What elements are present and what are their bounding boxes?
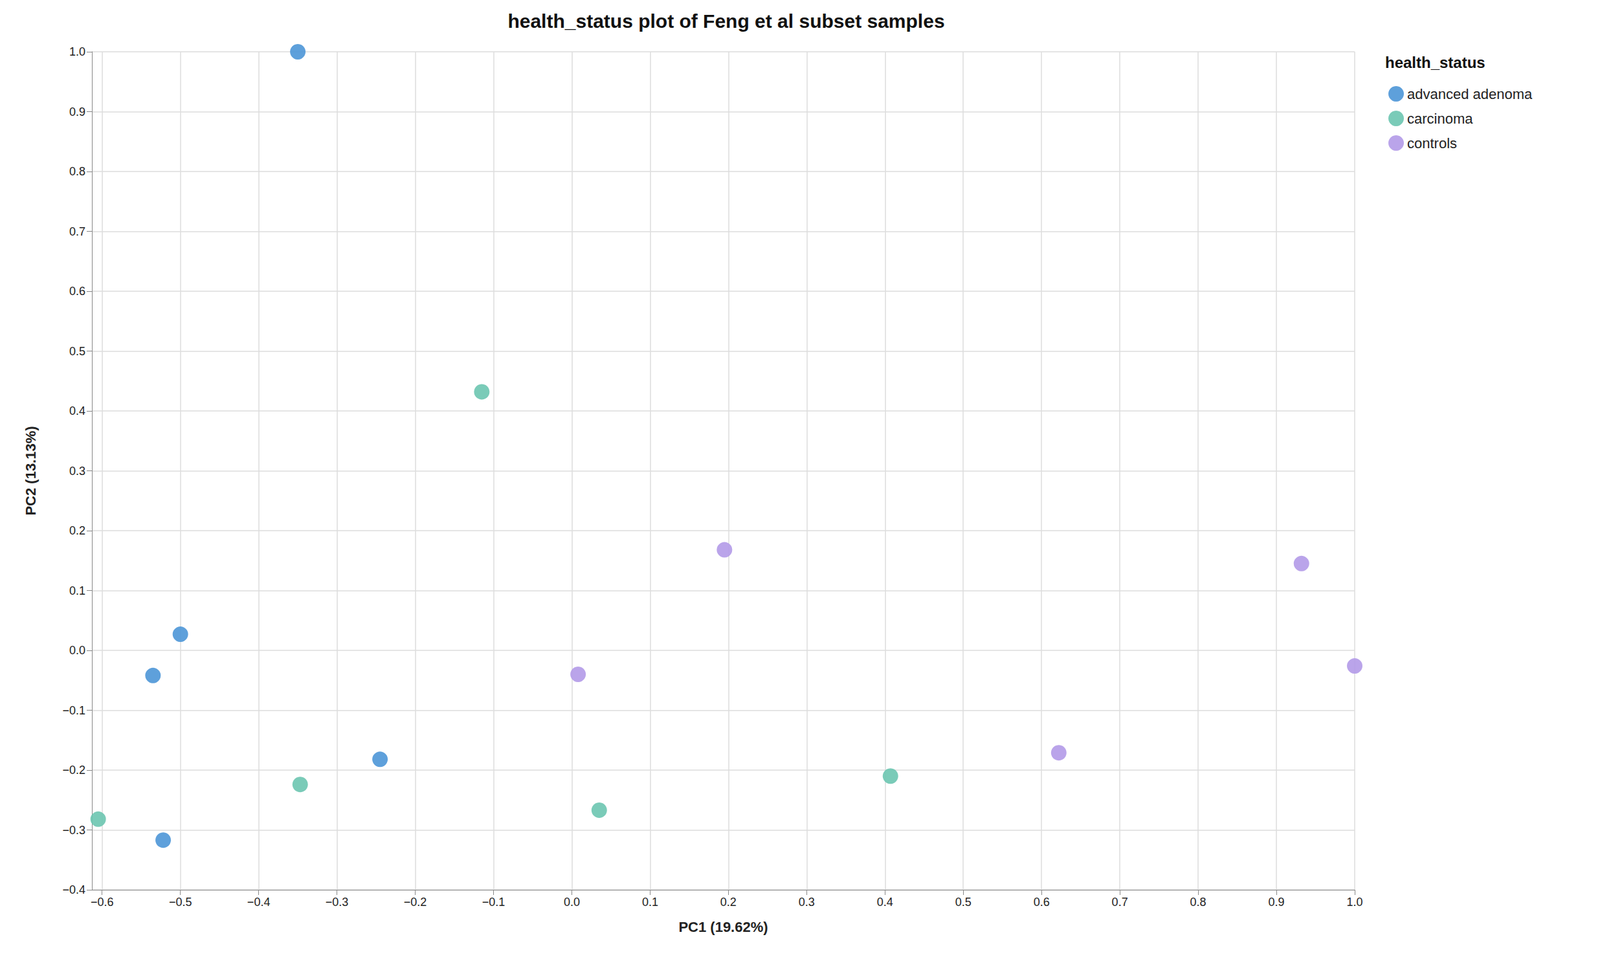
svg-text:1.0: 1.0	[1346, 895, 1363, 909]
svg-text:0.6: 0.6	[69, 284, 86, 298]
svg-text:0.8: 0.8	[69, 165, 86, 178]
svg-text:0.6: 0.6	[1033, 895, 1050, 909]
svg-text:carcinoma: carcinoma	[1407, 110, 1474, 127]
svg-text:0.0: 0.0	[69, 644, 86, 657]
svg-text:−0.3: −0.3	[325, 895, 349, 909]
svg-text:0.2: 0.2	[69, 524, 86, 538]
svg-text:0.5: 0.5	[69, 344, 86, 358]
svg-text:health_status plot of Feng et: health_status plot of Feng et al subset …	[507, 10, 945, 32]
svg-text:PC2 (13.13%): PC2 (13.13%)	[22, 425, 39, 516]
svg-text:0.7: 0.7	[69, 225, 86, 239]
svg-text:−0.3: −0.3	[62, 823, 86, 837]
svg-text:PC1 (19.62%): PC1 (19.62%)	[678, 919, 768, 936]
svg-text:0.0: 0.0	[563, 895, 580, 909]
svg-text:−0.1: −0.1	[482, 895, 506, 909]
svg-text:0.3: 0.3	[798, 895, 815, 909]
svg-text:−0.5: −0.5	[168, 895, 193, 909]
svg-text:health_status: health_status	[1385, 53, 1486, 72]
svg-text:controls: controls	[1407, 135, 1457, 152]
svg-text:0.3: 0.3	[69, 464, 86, 478]
svg-text:0.9: 0.9	[69, 105, 86, 119]
svg-text:−0.4: −0.4	[247, 895, 271, 909]
svg-text:1.0: 1.0	[69, 45, 86, 59]
svg-text:0.8: 0.8	[1190, 895, 1207, 909]
svg-text:0.5: 0.5	[955, 895, 972, 909]
svg-text:−0.1: −0.1	[62, 704, 86, 718]
svg-text:−0.6: −0.6	[90, 895, 114, 909]
svg-text:−0.2: −0.2	[62, 763, 86, 777]
svg-text:0.1: 0.1	[69, 584, 86, 598]
svg-text:0.2: 0.2	[720, 895, 737, 909]
svg-text:0.9: 0.9	[1268, 895, 1285, 909]
svg-text:advanced adenoma: advanced adenoma	[1407, 86, 1533, 103]
svg-text:0.7: 0.7	[1111, 895, 1129, 909]
svg-text:0.4: 0.4	[69, 404, 86, 418]
svg-text:−0.2: −0.2	[403, 895, 428, 909]
svg-text:−0.4: −0.4	[62, 883, 86, 897]
svg-text:0.4: 0.4	[877, 895, 894, 909]
svg-text:0.1: 0.1	[642, 895, 659, 909]
